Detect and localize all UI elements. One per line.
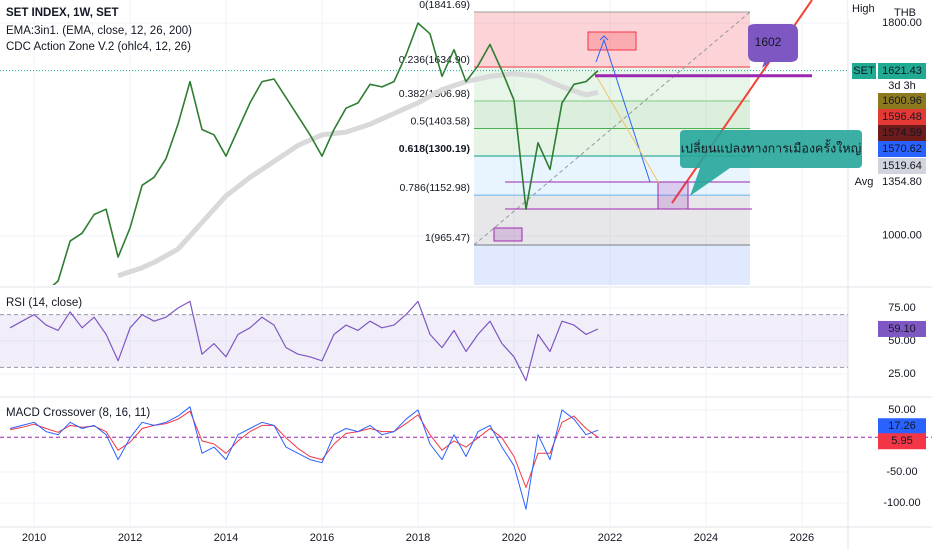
fib-zone <box>474 101 750 129</box>
y-tick-label: 75.00 <box>888 302 916 314</box>
x-tick-label: 2018 <box>406 532 430 544</box>
rsi-band <box>0 314 848 368</box>
x-tick-label: 2016 <box>310 532 334 544</box>
x-tick-label: 2012 <box>118 532 142 544</box>
price-label: 1519.64 <box>882 160 922 172</box>
price-box <box>878 174 926 190</box>
countdown: 3d 3h <box>888 80 916 92</box>
price-box <box>878 158 926 174</box>
arrow <box>595 35 651 183</box>
callout-box <box>680 130 862 168</box>
price-label: 1574.59 <box>882 127 922 139</box>
panel-title: MACD Crossover (8, 16, 11) <box>6 407 150 419</box>
value-label: 59.10 <box>888 323 916 335</box>
price-box <box>878 93 926 109</box>
fib-label: 1(965.47) <box>425 232 470 244</box>
series-line <box>52 22 599 285</box>
series-line <box>117 71 599 279</box>
price-label: 1596.48 <box>882 111 922 123</box>
value-label: 5.95 <box>891 435 912 447</box>
callout-pointer <box>690 168 730 196</box>
value-label: 17.26 <box>888 420 916 432</box>
zone-box <box>657 181 689 210</box>
x-tick-label: 2024 <box>694 532 718 544</box>
price-label: 1354.80 <box>882 176 922 188</box>
fib-zone <box>474 12 750 68</box>
indicator-label: CDC Action Zone V.2 (ohlc4, 12, 26) <box>6 41 191 53</box>
fib-label: 0.236(1634.90) <box>399 54 470 66</box>
zone-box <box>587 31 637 51</box>
high-box <box>848 0 932 18</box>
y-tick-label: 25.00 <box>888 368 916 380</box>
x-tick-label: 2022 <box>598 532 622 544</box>
fib-label: 0.5(1403.58) <box>410 115 470 127</box>
x-tick-label: 2010 <box>22 532 46 544</box>
fib-zone <box>474 244 750 285</box>
price-box <box>878 63 926 79</box>
arrow <box>593 71 661 186</box>
zone-box <box>493 227 523 242</box>
price-label: 1621.43 <box>882 65 922 77</box>
chart-title: SET INDEX, 1W, SET <box>6 7 118 19</box>
fib-label: 0.786(1152.98) <box>400 182 470 194</box>
x-tick-label: 2026 <box>790 532 814 544</box>
fib-label: 0.618(1300.19) <box>399 143 470 155</box>
value-box <box>878 433 926 450</box>
indicator-label: EMA:3in1. (EMA, close, 12, 26, 200) <box>6 25 192 37</box>
x-tick-label: 2014 <box>214 532 238 544</box>
panel-title: RSI (14, close) <box>6 297 82 309</box>
high-label: High <box>852 3 875 15</box>
y-tick-label: 1000.00 <box>882 230 922 242</box>
series-line <box>9 300 599 382</box>
price-label: 1570.62 <box>882 143 922 155</box>
currency-label: THB <box>894 7 916 19</box>
y-tick-label: 50.00 <box>888 404 916 416</box>
price-box <box>878 141 926 157</box>
target-label: 1602 <box>755 35 782 49</box>
target-bubble <box>748 24 798 68</box>
y-tick-label: 1800.00 <box>882 17 922 29</box>
y-tick-label: 50.00 <box>888 335 916 347</box>
tag-label: SET <box>853 65 875 77</box>
fib-label: 0(1841.69) <box>419 0 470 11</box>
series-line <box>9 410 599 488</box>
value-box <box>878 320 926 337</box>
tag-box <box>852 63 876 79</box>
tag-label: Avg <box>855 176 874 188</box>
y-tick-label: -100.00 <box>883 497 920 509</box>
y-tick-label: -50.00 <box>886 466 917 478</box>
fib-zone <box>474 195 750 245</box>
price-label: 1600.96 <box>882 95 922 107</box>
x-tick-label: 2020 <box>502 532 526 544</box>
value-box <box>878 418 926 435</box>
callout-text: เปลี่ยนแปลงทางการเมืองครั้งใหญ่ <box>681 138 861 155</box>
price-box <box>878 125 926 141</box>
series-line <box>9 406 599 510</box>
price-box <box>878 109 926 125</box>
